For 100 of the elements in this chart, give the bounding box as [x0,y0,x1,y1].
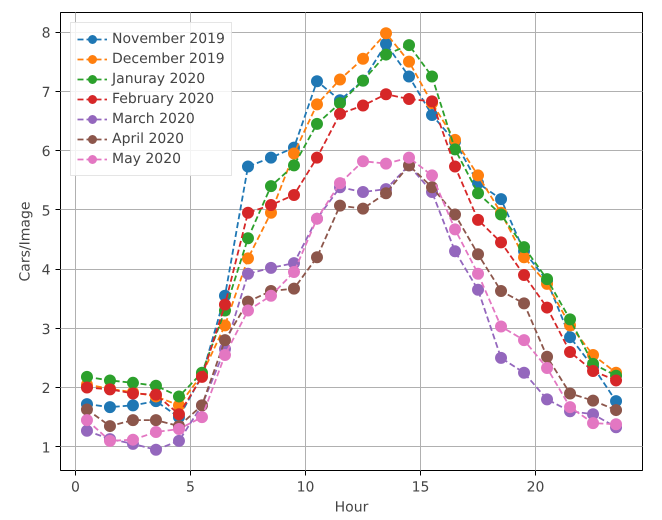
point [288,159,300,172]
point [518,241,530,254]
y-tick-label: 6 [42,144,51,160]
point [449,160,462,173]
point [472,248,484,260]
point [495,193,508,206]
point [610,418,622,430]
point [196,411,208,424]
x-axis-title: Hour [334,500,369,516]
point [264,290,277,302]
point [587,394,600,407]
point [380,38,392,50]
point [288,266,300,278]
point [495,236,508,248]
point [334,97,346,110]
point [472,284,484,296]
point [242,160,254,173]
point [172,390,185,402]
point [449,223,462,236]
point [472,268,484,280]
point [472,187,484,200]
point [426,181,438,194]
point [426,109,438,121]
point [310,118,323,130]
point [172,423,185,436]
point [449,143,462,156]
point [334,73,346,86]
point [541,362,554,374]
point [172,434,185,447]
point [334,108,346,120]
point [610,374,622,386]
point [242,304,254,317]
point [357,155,369,168]
point [426,169,438,182]
point [541,350,554,363]
point [380,48,392,61]
point [218,319,231,332]
point [218,298,231,311]
point [518,297,530,310]
point [218,334,231,346]
point [518,366,530,379]
point [403,56,416,68]
point [80,414,93,426]
point [357,100,369,112]
point [172,408,185,420]
y-tick-label: 8 [42,26,51,42]
y-tick-label: 1 [42,440,51,456]
point [242,252,254,264]
point [564,401,576,414]
y-tick-label: 2 [42,381,51,398]
point [495,352,508,364]
point [403,70,416,82]
x-tick-label: 15 [412,480,430,496]
point [564,387,576,400]
point [242,268,254,280]
point [264,152,277,164]
point [310,251,323,264]
point [380,158,392,170]
point [518,251,530,264]
point [380,88,392,100]
y-tick-label: 4 [42,262,51,279]
point [541,393,554,406]
point [310,98,323,110]
point [218,348,231,361]
point [242,206,254,219]
point [126,399,139,412]
point [472,169,484,182]
point [564,331,576,344]
point [126,414,139,426]
point [564,346,576,358]
point [472,214,484,226]
x-tick-label: 20 [526,480,544,496]
point [80,370,93,383]
point [380,187,392,200]
point [310,152,323,164]
point [403,93,416,105]
point [403,152,416,164]
x-tick-label: 10 [296,480,314,496]
point [357,52,369,65]
point [610,404,622,416]
x-tick-label: 5 [186,480,195,496]
point [242,232,254,244]
point [426,70,438,82]
legend-label: February 2020 [112,90,214,108]
point [126,376,139,389]
point [310,75,323,88]
point [80,403,93,416]
point [288,282,300,295]
point [334,200,346,212]
y-axis-title: Cars/Image [18,202,34,282]
legend-label: April 2020 [112,130,184,148]
point [150,426,162,438]
point [264,199,277,212]
y-tick-label: 3 [42,322,51,338]
point [587,364,600,377]
point [150,444,162,456]
point [288,148,300,160]
point [288,189,300,201]
point [541,302,554,314]
point [264,262,277,274]
